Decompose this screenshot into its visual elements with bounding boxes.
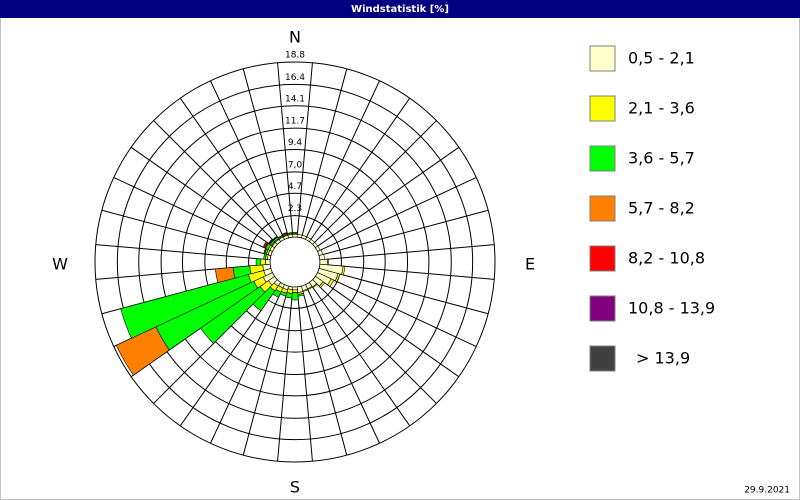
wedge — [215, 267, 236, 284]
ring — [248, 215, 342, 309]
legend-label: 0,5 - 2,1 — [628, 49, 695, 68]
legend-swatch — [589, 45, 616, 72]
wedge — [292, 232, 298, 234]
wedge — [318, 253, 325, 261]
wedge — [318, 281, 326, 289]
wedge — [255, 258, 262, 266]
spoke — [312, 279, 437, 404]
legend-label: 10,8 - 13,9 — [628, 299, 715, 318]
ring-label: 2.3 — [288, 204, 302, 214]
spoke — [242, 68, 290, 238]
spoke — [300, 68, 348, 238]
wedge — [334, 273, 341, 283]
spoke — [179, 97, 282, 242]
wedge — [291, 292, 299, 301]
wedge — [115, 326, 170, 376]
spoke — [315, 275, 460, 378]
cardinal-label: W — [52, 255, 68, 274]
spoke — [130, 146, 275, 249]
wedge — [268, 238, 274, 245]
spoke — [308, 282, 411, 427]
wedge — [120, 274, 252, 339]
title-bar — [0, 0, 800, 18]
spoke — [277, 286, 294, 462]
wedge — [292, 286, 298, 291]
ring-label: 11.7 — [285, 117, 305, 127]
legend-swatch — [589, 95, 616, 122]
spoke — [305, 284, 380, 444]
spoke — [319, 244, 495, 261]
legend-label: 8,2 - 10,8 — [628, 249, 705, 268]
legend-swatch — [589, 195, 616, 222]
ring-label: 18.8 — [285, 51, 305, 61]
wedge — [265, 259, 271, 265]
ring-label: 14.1 — [285, 94, 305, 104]
wedge — [292, 233, 298, 238]
spoke — [317, 177, 477, 252]
spoke — [312, 120, 437, 245]
spoke — [319, 263, 495, 280]
wedge — [285, 292, 293, 299]
ring — [116, 83, 474, 441]
chart-title: Windstatistik [%] — [351, 4, 449, 15]
wedge — [341, 265, 346, 276]
wedge — [272, 235, 278, 241]
spoke — [300, 286, 348, 456]
ring — [225, 192, 365, 332]
wedge — [262, 241, 269, 249]
spoke — [315, 146, 460, 249]
legend-label: > 13,9 — [636, 349, 690, 368]
spoke — [319, 267, 489, 315]
ring — [138, 105, 452, 419]
ring-label: 16.4 — [285, 73, 305, 83]
legend-swatch — [589, 245, 616, 272]
legend-label: 3,6 - 5,7 — [628, 149, 695, 168]
wedge — [327, 278, 335, 287]
cardinal-label: N — [289, 28, 301, 47]
spoke — [277, 62, 294, 238]
wedge — [286, 232, 293, 235]
cardinal-label: E — [525, 255, 535, 274]
date: 29.9.2021 — [744, 486, 790, 496]
ring — [204, 171, 386, 353]
spoke — [101, 209, 271, 257]
ring-label: 4.7 — [288, 182, 302, 192]
ring — [94, 61, 496, 463]
legend-swatch — [589, 295, 616, 322]
spoke — [113, 177, 273, 252]
legend-label: 5,7 - 8,2 — [628, 199, 695, 218]
spoke — [242, 286, 290, 456]
spoke — [210, 80, 285, 240]
ring — [160, 127, 430, 397]
spoke — [305, 80, 380, 240]
spoke — [153, 120, 278, 245]
wedge — [326, 258, 329, 266]
spoke — [210, 284, 285, 444]
ring-label: 9.4 — [288, 138, 303, 148]
cardinal-label: S — [290, 478, 300, 497]
spoke — [95, 244, 271, 261]
wedge — [292, 289, 298, 293]
legend-label: 2,1 - 3,6 — [628, 99, 695, 118]
wedge — [312, 283, 318, 289]
spoke — [308, 97, 411, 242]
legend-swatch — [589, 345, 616, 372]
ring — [182, 149, 408, 375]
legend-swatch — [589, 145, 616, 172]
spoke — [296, 286, 313, 462]
spoke — [319, 209, 489, 257]
spoke — [317, 272, 477, 347]
ring-label: 7,0 — [288, 160, 303, 170]
spoke — [296, 62, 313, 238]
wedge — [281, 232, 288, 236]
wedge — [260, 258, 266, 266]
